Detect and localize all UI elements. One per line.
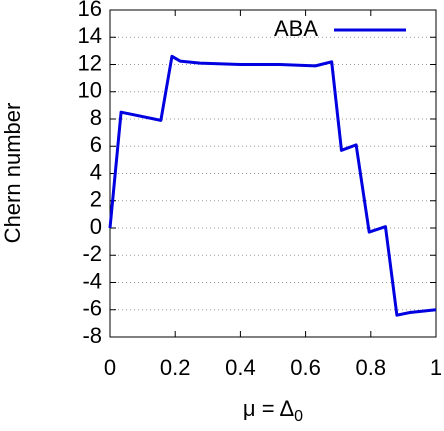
y-tick-label: 6: [90, 132, 102, 157]
x-tick-label: 1: [430, 355, 442, 380]
y-tick-label: 16: [78, 0, 102, 21]
y-tick-label: 2: [90, 187, 102, 212]
y-tick-label: 10: [78, 78, 102, 103]
x-tick-label: 0: [104, 355, 116, 380]
legend-label: ABA: [274, 16, 318, 41]
y-axis-label: Chern number: [0, 103, 25, 244]
data-line: [108, 54, 437, 317]
x-axis-label: μ = Δ0: [243, 396, 303, 425]
x-label-sub: 0: [294, 408, 303, 425]
y-tick-label: 4: [90, 159, 102, 184]
x-label-main: μ = Δ: [243, 396, 295, 421]
y-tick-label: -2: [82, 241, 102, 266]
x-tick-label: 0.8: [356, 355, 387, 380]
x-tick-label: 0.4: [225, 355, 256, 380]
y-tick-label: -6: [82, 296, 102, 321]
x-tick-label: 0.2: [160, 355, 191, 380]
y-tick-label: 8: [90, 105, 102, 130]
y-tick-label: 14: [78, 23, 102, 48]
y-tick-label: -8: [82, 323, 102, 348]
x-tick-label: 0.6: [290, 355, 321, 380]
plot-frame: [109, 9, 437, 338]
y-tick-label: 12: [78, 50, 102, 75]
y-tick-label: 0: [90, 214, 102, 239]
y-tick-label: -4: [82, 268, 102, 293]
